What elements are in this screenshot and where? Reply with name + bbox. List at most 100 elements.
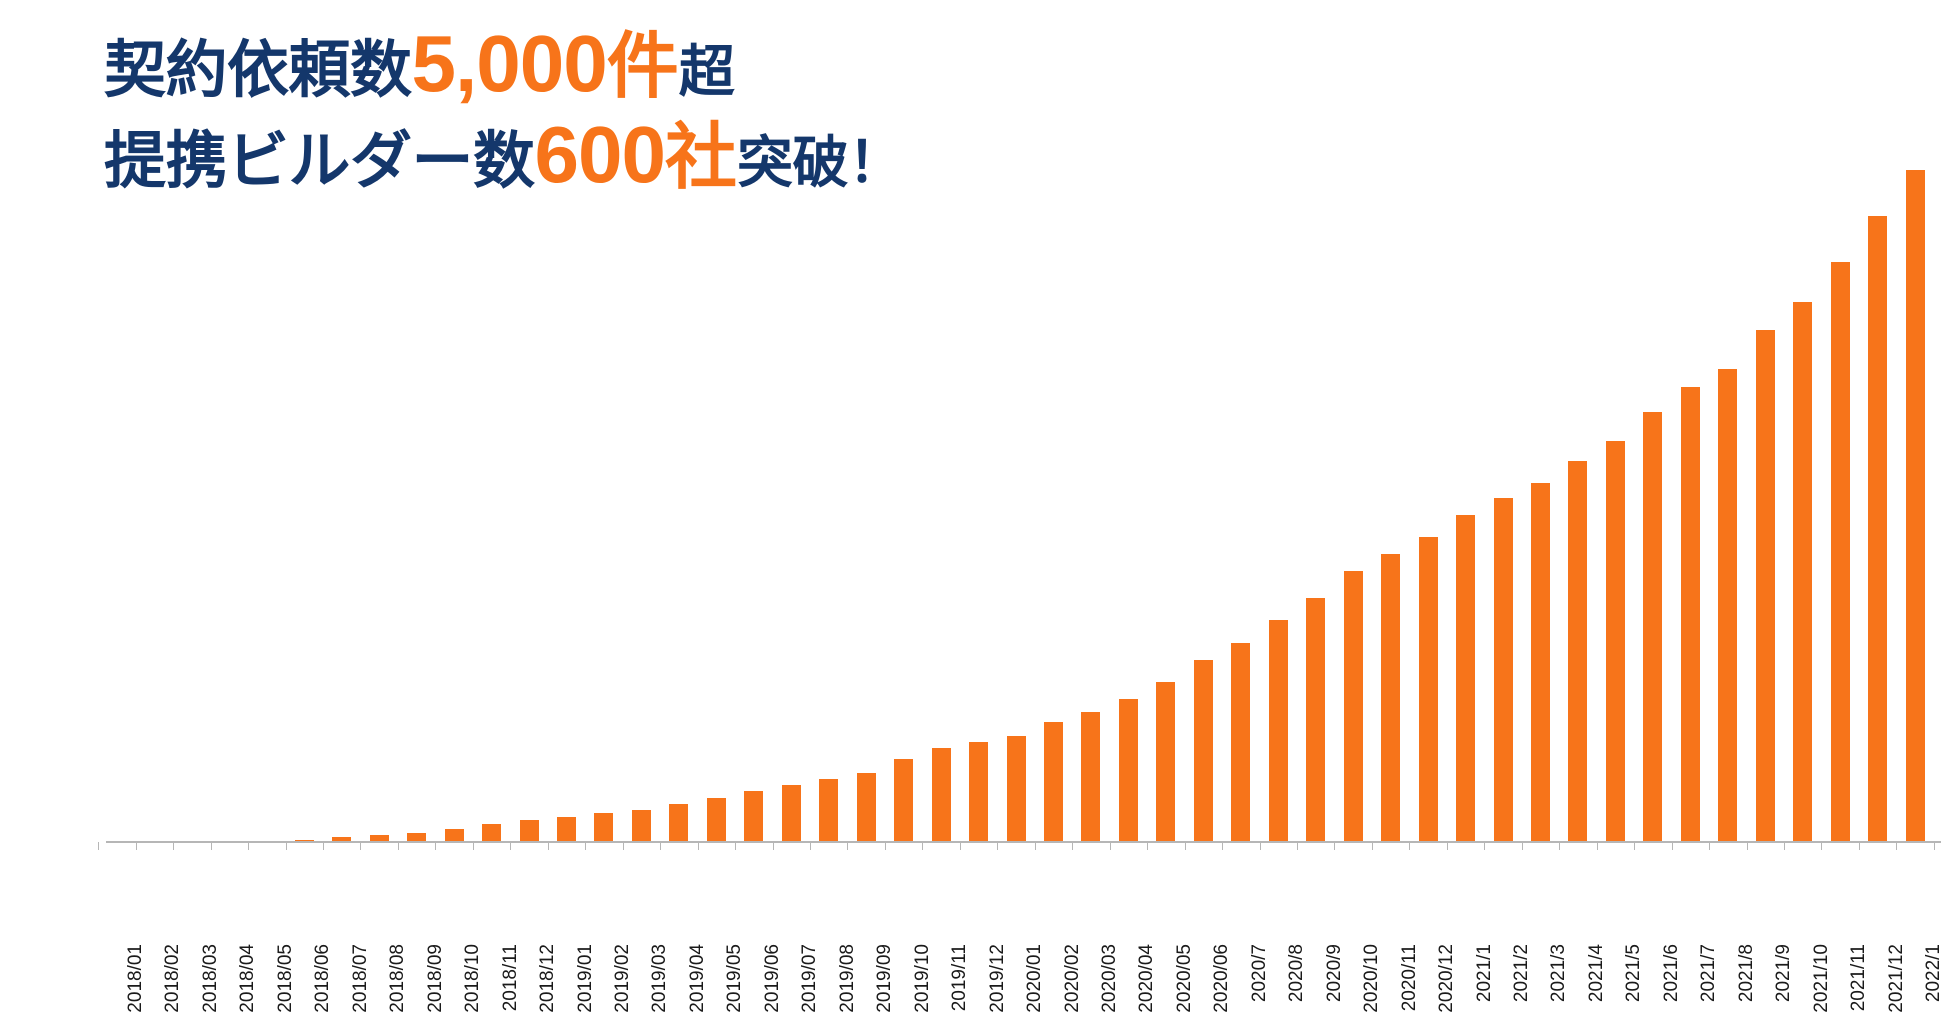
x-axis-tick <box>98 842 99 850</box>
x-axis-tick-label: 2019/03 <box>649 944 671 1013</box>
x-axis-tick <box>885 842 886 850</box>
x-axis-tick <box>1110 842 1111 850</box>
bar <box>1718 368 1738 842</box>
bars-layer <box>100 40 1945 842</box>
bar <box>1493 498 1513 842</box>
chart-page: 契約依頼数5,000件超 提携ビルダー数600社突破！ 2018/01 2018/… <box>0 21 1950 1013</box>
headline-line-2: 提携ビルダー数600社突破！ <box>104 109 1504 199</box>
x-axis-tick-label: 2021/7 <box>1698 944 1720 1003</box>
bar <box>1680 387 1700 842</box>
bar <box>819 778 839 842</box>
bar <box>1868 215 1888 842</box>
x-axis-tick <box>960 842 961 850</box>
headline-line2-number: 600 <box>534 109 666 199</box>
x-axis-tick <box>323 842 324 850</box>
x-axis-tick <box>1334 842 1335 850</box>
x-axis-tick <box>1484 842 1485 850</box>
x-axis-tick-label: 2019/04 <box>686 944 708 1013</box>
bar <box>482 823 502 842</box>
x-axis-tick-label: 2019/08 <box>836 944 858 1013</box>
bar <box>1905 169 1925 842</box>
x-axis-tick <box>136 842 137 850</box>
bar <box>1643 411 1663 842</box>
bar <box>557 817 577 842</box>
bar <box>856 772 876 842</box>
x-axis-tick <box>510 842 511 850</box>
x-axis-tick-label: 2019/02 <box>611 944 633 1013</box>
x-axis-tick <box>211 842 212 850</box>
x-axis-tick-label: 2020/11 <box>1398 944 1420 1012</box>
x-axis-tick <box>1072 842 1073 850</box>
headline-line1-prefix: 契約依頼数 <box>104 36 412 105</box>
x-axis-tick <box>1372 842 1373 850</box>
x-axis-tick-label: 2019/09 <box>874 944 896 1013</box>
x-axis-tick <box>660 842 661 850</box>
x-axis-tick <box>1409 842 1410 850</box>
x-axis-tick <box>1147 842 1148 850</box>
bar <box>444 828 464 842</box>
x-axis-tick <box>1035 842 1036 850</box>
headline-line2-prefix: 提携ビルダー数 <box>104 126 535 196</box>
x-axis-tick-label: 2019/06 <box>761 944 783 1013</box>
x-axis-labels: 2018/01 2018/02 2018/03 2018/04 2018/05 2018/… <box>0 852 1950 1013</box>
bar <box>1530 482 1550 842</box>
bar <box>1156 681 1176 842</box>
x-axis-tick-label: 2020/7 <box>1248 944 1270 1003</box>
x-axis-tick-label: 2018/04 <box>237 944 259 1013</box>
x-axis-tick <box>1747 842 1748 850</box>
x-axis-tick-label: 2018/01 <box>125 944 146 1013</box>
headline-line1-suffix: 超 <box>678 40 735 103</box>
bar <box>1793 302 1813 842</box>
x-axis-tick-label: 2020/8 <box>1286 944 1308 1003</box>
bar <box>1193 660 1213 842</box>
x-axis-tick-label: 2020/01 <box>1024 944 1046 1013</box>
bar <box>631 810 651 842</box>
bar <box>744 791 764 842</box>
x-axis-tick-label: 2019/01 <box>574 944 596 1013</box>
x-axis-tick-label: 2019/10 <box>911 944 933 1013</box>
x-axis-tick <box>1821 842 1822 850</box>
bar <box>706 798 726 842</box>
headline-block: 契約依頼数5,000件超 提携ビルダー数600社突破！ <box>104 21 1504 199</box>
bar <box>1605 441 1625 842</box>
x-axis-tick-label: 2020/12 <box>1436 944 1458 1013</box>
x-axis-tick-label: 2018/05 <box>274 944 296 1013</box>
bar <box>332 837 352 842</box>
x-axis-tick-label: 2018/03 <box>199 944 221 1013</box>
x-axis-tick-label: 2018/08 <box>387 944 409 1013</box>
x-axis-tick-label: 2018/07 <box>349 944 371 1013</box>
x-axis-tick <box>1934 842 1935 850</box>
x-axis-tick-label: 2020/03 <box>1098 944 1120 1013</box>
x-axis-tick <box>773 842 774 850</box>
bar <box>669 804 689 842</box>
x-axis-tick-label: 2019/07 <box>799 944 821 1013</box>
x-axis-tick-label: 2021/9 <box>1773 944 1795 1003</box>
bar <box>1118 698 1138 842</box>
x-axis-tick <box>1784 842 1785 850</box>
bar <box>1755 329 1775 842</box>
bar <box>894 758 914 842</box>
bar <box>519 820 539 842</box>
x-axis-tick-label: 2021/5 <box>1623 944 1645 1003</box>
x-axis-tick <box>810 842 811 850</box>
headline-line-1: 契約依頼数5,000件超 <box>104 21 1504 107</box>
x-axis-tick-label: 2020/02 <box>1061 944 1083 1013</box>
x-axis-tick <box>173 842 174 850</box>
bar <box>1006 735 1026 842</box>
bar <box>781 784 801 842</box>
x-axis-tick <box>1185 842 1186 850</box>
bar <box>1568 461 1588 842</box>
x-axis-tick-label: 2021/1 <box>1473 944 1495 1003</box>
x-axis-tick-label: 2021/3 <box>1548 944 1570 1003</box>
x-axis-tick <box>1896 842 1897 850</box>
x-axis-tick <box>286 842 287 850</box>
x-axis-tick <box>1260 842 1261 850</box>
x-axis-tick <box>248 842 249 850</box>
x-axis-tick-label: 2021/6 <box>1660 944 1682 1003</box>
plot-area <box>100 40 1945 842</box>
x-axis-tick-label: 2019/05 <box>724 944 746 1013</box>
bar-chart: 2018/01 2018/02 2018/03 2018/04 2018/05 2018/… <box>0 40 1950 1013</box>
x-axis-tick-label: 2021/10 <box>1810 944 1832 1013</box>
x-axis-tick-label: 2021/4 <box>1585 944 1607 1003</box>
bar <box>407 832 427 842</box>
